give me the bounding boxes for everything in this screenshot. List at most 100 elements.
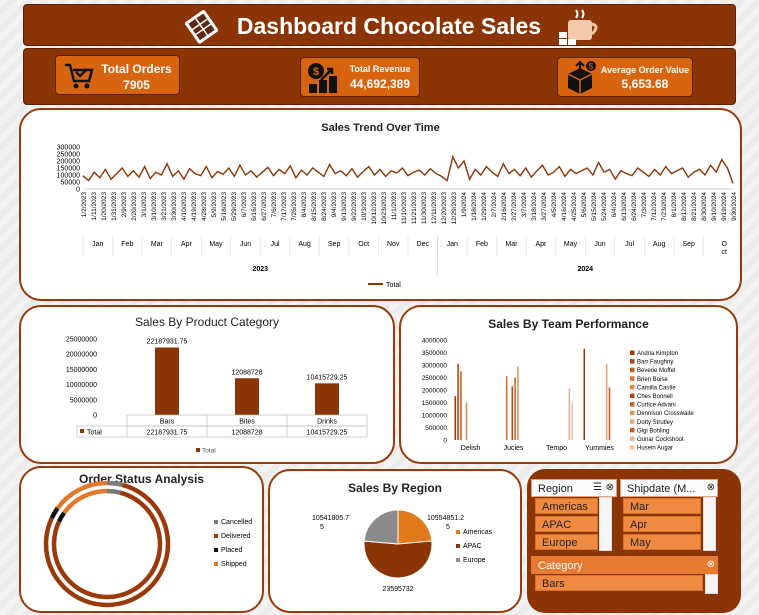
date-tick-label: 4/19/2023 xyxy=(191,192,198,221)
legend-label: Dotty Strutley xyxy=(637,420,673,426)
shipdate-slicer-item[interactable]: May xyxy=(623,534,701,550)
legend-swatch xyxy=(630,419,635,424)
legend-swatch xyxy=(214,520,218,524)
region-slice xyxy=(363,540,433,579)
team-bar xyxy=(457,363,459,440)
trend-title: Sales Trend Over Time xyxy=(321,122,440,134)
team-bar xyxy=(517,366,519,440)
date-tick-label: 1/31/2023 xyxy=(111,192,118,221)
category-bar xyxy=(235,378,259,415)
legend-label: Camilla Castle xyxy=(637,385,676,391)
page-title: Dashboard Chocolate Sales xyxy=(236,13,542,39)
date-tick-label: 7/23/2024 xyxy=(661,192,668,221)
y-tick-label: 50000 xyxy=(61,180,81,187)
kpi-average-order-value: $ Average Order Value 5,653.68 xyxy=(557,57,693,97)
date-tick-label: 1/2/2023 xyxy=(81,192,88,218)
date-tick-label: 8/4/2023 xyxy=(301,192,308,218)
date-tick-label: 5/6/2024 xyxy=(581,192,588,218)
date-tick-label: 8/30/2024 xyxy=(701,192,708,221)
team-bar xyxy=(568,388,571,440)
region-slicer-item[interactable]: Europe xyxy=(535,534,598,550)
multi-select-icon[interactable]: ☰ xyxy=(593,482,602,493)
date-tick-label: 11/1/2023 xyxy=(391,192,398,221)
clear-filter-icon[interactable]: ⊗ xyxy=(706,559,715,570)
date-tick-label: 2/7/2024 xyxy=(491,192,498,218)
y-tick-label: 300000 xyxy=(57,145,80,152)
bar-value-label: 12088728 xyxy=(231,369,262,376)
month-label: Apr xyxy=(536,241,548,248)
shipdate-slicer-item[interactable]: Mar xyxy=(623,498,701,514)
shipdate-slicer-scrollbar[interactable] xyxy=(703,497,716,551)
legend-label: Beverie Moffet xyxy=(637,368,676,374)
date-tick-label: 12/20/2023 xyxy=(441,192,448,225)
bar-value-label: 22187931.75 xyxy=(147,339,188,346)
date-tick-label: 4/5/2024 xyxy=(551,192,558,218)
date-tick-label: 7/3/2024 xyxy=(641,192,648,218)
legend-label: Americas xyxy=(463,529,493,536)
legend-label: Dennison Crosswaite xyxy=(637,411,694,417)
region-slicer-item[interactable]: APAC xyxy=(535,516,598,532)
team-bar xyxy=(583,348,586,440)
month-label: Feb xyxy=(121,241,133,248)
table-value: 12088728 xyxy=(231,430,262,437)
date-tick-label: 12/11/2023 xyxy=(431,192,438,224)
revenue-growth-icon: $ xyxy=(308,63,337,93)
date-tick-label: 6/4/2024 xyxy=(611,192,618,218)
status-segment xyxy=(62,488,108,515)
category-slicer-scrollbar[interactable] xyxy=(705,574,718,594)
date-tick-label: 4/10/2023 xyxy=(181,192,188,221)
legend-label: Total xyxy=(202,448,216,455)
kpi-aov-value: 5,653.68 xyxy=(621,77,669,91)
date-tick-label: 6/27/2023 xyxy=(261,192,268,221)
shipdate-slicer-item[interactable]: Apr xyxy=(623,516,701,532)
legend-swatch xyxy=(630,427,635,433)
legend-label: Gunar Cockshoot xyxy=(637,437,684,443)
date-tick-label: 10/12/2023 xyxy=(371,192,378,225)
y-tick-label: 200000 xyxy=(57,159,80,166)
date-tick-label: 5/15/2024 xyxy=(591,192,598,221)
legend-label: Andria Kimpton xyxy=(637,351,678,357)
team-category-label: Tempo xyxy=(546,445,567,452)
date-tick-label: 11/30/2023 xyxy=(421,192,428,224)
slice-label: 10541805.7 xyxy=(312,515,349,522)
month-label: Jan xyxy=(447,241,458,248)
clear-filter-icon[interactable]: ⊗ xyxy=(605,482,614,493)
date-tick-label: 5/18/2023 xyxy=(221,192,228,221)
legend-swatch xyxy=(630,445,635,450)
region-slicer-scrollbar[interactable] xyxy=(599,497,612,551)
month-label: May xyxy=(564,241,578,248)
legend-swatch xyxy=(214,534,218,538)
date-tick-label: 8/15/2023 xyxy=(311,192,318,221)
kpi-aov-label: Average Order Value xyxy=(600,65,690,75)
month-label: O xyxy=(722,241,728,248)
svg-text:$: $ xyxy=(313,66,319,78)
table-data-row xyxy=(76,425,368,438)
date-tick-label: 6/16/2023 xyxy=(251,192,258,221)
kpi-total-revenue: $ Total Revenue 44,692,389 xyxy=(300,57,420,97)
legend-swatch xyxy=(214,548,218,552)
legend-swatch xyxy=(630,402,635,407)
y-tick-label: 2500000 xyxy=(422,375,448,382)
team-bar xyxy=(511,386,514,440)
order-status-panel: Order Status Analysis Cancelled Delivered… xyxy=(19,466,264,613)
header-bar: Dashboard Chocolate Sales xyxy=(23,4,736,46)
date-tick-label: 4/28/2023 xyxy=(201,192,208,221)
month-label: Jun xyxy=(594,241,605,248)
clear-filter-icon[interactable]: ⊗ xyxy=(706,482,715,493)
date-tick-label: 8/1/2024 xyxy=(671,192,678,218)
y-tick-label: 1000000 xyxy=(422,413,448,420)
region-title: Sales By Region xyxy=(347,481,443,495)
date-tick-label: 10/3/2023 xyxy=(361,192,368,221)
date-tick-label: 7/12/2024 xyxy=(651,192,658,221)
team-bar xyxy=(465,402,468,440)
date-tick-label: 9/22/2023 xyxy=(351,192,358,221)
month-label: Jun xyxy=(240,241,251,248)
status-segment xyxy=(106,480,123,488)
category-slicer-item[interactable]: Bars xyxy=(535,575,703,591)
date-tick-label: 9/4/2023 xyxy=(331,192,338,218)
date-tick-label: 3/1/2023 xyxy=(141,192,148,218)
legend-swatch xyxy=(630,376,635,381)
date-tick-label: 7/26/2023 xyxy=(291,192,298,221)
team-bar xyxy=(454,396,457,440)
region-slicer-item[interactable]: Americas xyxy=(535,498,598,514)
